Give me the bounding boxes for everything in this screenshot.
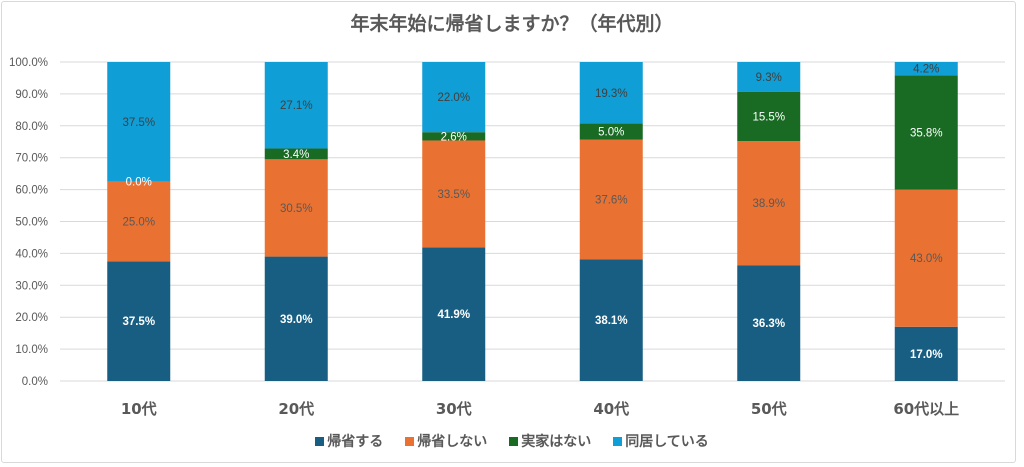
y-tick-label: 90.0% [15,89,48,101]
data-label: 25.0% [122,217,155,229]
y-tick-label: 100.0% [9,57,48,69]
legend-label: 帰省しない [417,431,487,451]
data-label: 17.0% [910,349,943,361]
x-tick-label: 10代 [121,400,157,418]
y-tick-label: 10.0% [15,344,48,356]
data-label: 5.0% [598,127,624,139]
legend-swatch [509,437,518,446]
data-label: 2.6% [441,131,467,143]
data-label: 39.0% [280,314,313,326]
legend-item: 実家はない [509,431,591,451]
legend-swatch [315,437,324,446]
data-label: 38.9% [752,198,785,210]
data-label: 38.1% [595,315,628,327]
data-label: 19.3% [595,88,628,100]
data-label: 37.5% [122,117,155,129]
data-label: 37.6% [595,194,628,206]
data-label: 15.5% [752,111,785,123]
x-tick-label: 30代 [436,400,472,418]
x-tick-label: 50代 [751,400,787,418]
legend-label: 帰省する [327,431,383,451]
x-tick-label: 40代 [593,400,629,418]
y-tick-label: 70.0% [15,153,48,165]
data-label: 36.3% [752,318,785,330]
legend-swatch [613,437,622,446]
data-label: 9.3% [756,72,782,84]
data-label: 30.5% [280,203,313,215]
x-tick-label: 60代以上 [893,400,959,418]
x-axis-ticks: 10代 20代 30代 40代 50代 60代以上 [121,400,959,418]
data-label: 41.9% [437,309,470,321]
legend-item: 帰省しない [405,431,487,451]
data-label: 27.1% [280,100,313,112]
y-tick-label: 80.0% [15,121,48,133]
data-label: 33.5% [437,189,470,201]
x-tick-label: 20代 [278,400,314,418]
data-label: 37.5% [122,316,155,328]
y-tick-label: 0.0% [22,376,48,388]
data-label: 4.2% [913,64,939,76]
y-tick-label: 20.0% [15,312,48,324]
legend-label: 同居している [625,431,709,451]
y-tick-label: 30.0% [15,280,48,292]
data-labels: 37.5% 25.0% 0.0% 37.5% 39.0% 30.5% 3.4% 27.1% 41… [122,64,942,361]
legend: 帰省する 帰省しない 実家はない 同居している [0,431,1024,451]
gridlines [60,62,1005,381]
data-label: 0.0% [126,177,152,189]
data-label: 22.0% [437,92,470,104]
legend-item: 同居している [613,431,709,451]
y-axis-ticks: 0.0% 10.0% 20.0% 30.0% 40.0% 50.0% 60.0% 70.0% 8… [9,57,48,388]
legend-label: 実家はない [521,431,591,451]
y-tick-label: 60.0% [15,185,48,197]
y-tick-label: 40.0% [15,248,48,260]
data-label: 43.0% [910,253,943,265]
data-label: 35.8% [910,127,943,139]
y-tick-label: 50.0% [15,217,48,229]
legend-item: 帰省する [315,431,383,451]
data-label: 3.4% [283,149,309,161]
legend-swatch [405,437,414,446]
